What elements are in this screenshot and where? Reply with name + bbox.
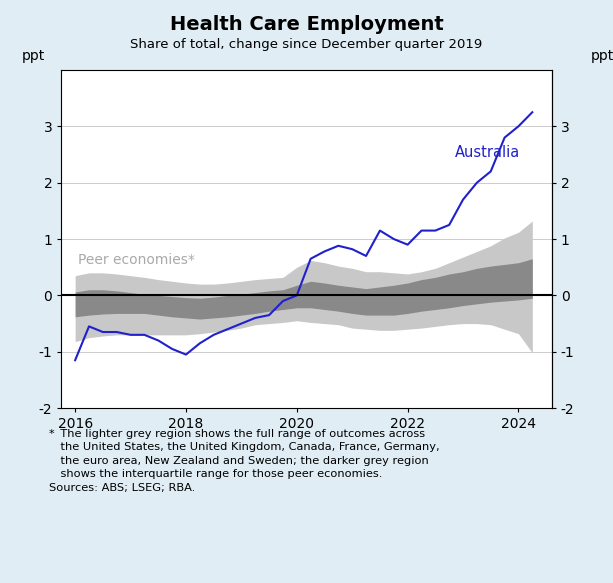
Text: ppt: ppt — [22, 49, 45, 63]
Text: Health Care Employment: Health Care Employment — [170, 15, 443, 34]
Text: * The lighter grey region shows the full range of outcomes across
  the United S: * The lighter grey region shows the full… — [49, 429, 440, 493]
Text: Australia: Australia — [455, 145, 520, 160]
Text: ppt: ppt — [591, 49, 613, 63]
Text: Peer economies*: Peer economies* — [78, 254, 195, 268]
Text: Share of total, change since December quarter 2019: Share of total, change since December qu… — [131, 38, 482, 51]
